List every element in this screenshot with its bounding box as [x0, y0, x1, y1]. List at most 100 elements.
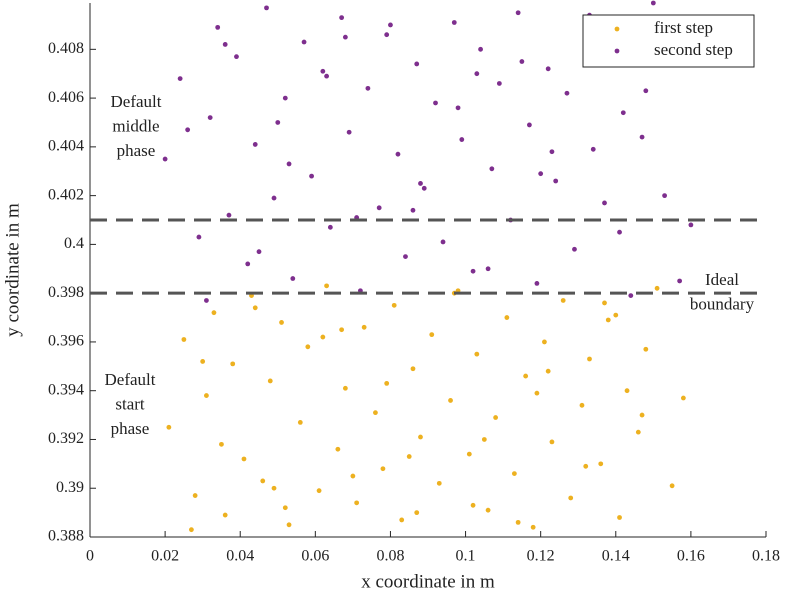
annotation: Default — [105, 370, 156, 389]
point — [324, 73, 329, 79]
point — [635, 429, 641, 435]
x-tick-label: 0.06 — [301, 548, 329, 565]
x-axis-label: x coordinate in m — [361, 571, 495, 592]
point — [455, 105, 461, 111]
point — [504, 315, 510, 320]
point — [403, 254, 408, 259]
point — [568, 495, 574, 501]
point — [587, 356, 592, 362]
point — [234, 54, 239, 60]
point — [650, 0, 656, 6]
point — [301, 39, 307, 45]
point — [399, 517, 405, 523]
point — [267, 378, 273, 384]
point — [365, 85, 371, 91]
point — [305, 344, 311, 350]
point — [474, 351, 480, 357]
point — [643, 88, 649, 94]
annotation: middle — [112, 116, 159, 135]
point — [324, 283, 329, 289]
point — [421, 185, 427, 191]
x-tick-label: 0.1 — [456, 548, 476, 565]
point — [376, 205, 382, 211]
point — [418, 181, 423, 186]
point — [583, 463, 589, 469]
y-tick-label: 0.394 — [48, 381, 84, 398]
legend-label: first step — [654, 18, 713, 37]
point — [662, 193, 667, 199]
point — [639, 134, 645, 140]
point — [271, 485, 277, 491]
point — [252, 142, 258, 147]
x-tick-label: 0.04 — [226, 548, 254, 565]
point — [339, 15, 345, 21]
point — [523, 373, 529, 379]
point — [339, 327, 345, 333]
point — [384, 380, 390, 386]
point — [530, 524, 536, 530]
point — [680, 395, 686, 401]
point — [384, 32, 390, 38]
point — [489, 166, 495, 172]
point — [222, 512, 228, 518]
point — [485, 507, 491, 513]
point — [624, 388, 630, 394]
point — [628, 293, 634, 299]
point — [598, 461, 604, 467]
point — [414, 61, 420, 67]
point — [342, 34, 348, 40]
point — [264, 5, 269, 11]
point — [527, 122, 532, 128]
point — [677, 278, 683, 284]
point — [414, 510, 420, 516]
annotation: boundary — [690, 294, 755, 313]
point — [560, 298, 566, 303]
x-tick-label: 0.16 — [677, 548, 705, 565]
point — [373, 410, 378, 416]
legend-marker — [614, 26, 620, 32]
point — [192, 493, 198, 498]
point — [579, 402, 585, 408]
point — [481, 437, 487, 442]
point — [222, 42, 228, 47]
point — [515, 519, 521, 525]
y-tick-label: 0.388 — [48, 528, 84, 545]
point — [515, 10, 521, 16]
point — [286, 522, 292, 528]
point — [279, 320, 284, 325]
point — [204, 298, 209, 303]
point — [207, 115, 213, 121]
point — [177, 76, 183, 81]
y-tick-label: 0.392 — [48, 430, 84, 447]
point — [245, 261, 251, 267]
point — [211, 310, 217, 316]
point — [429, 332, 435, 338]
legend-box — [582, 14, 755, 68]
point — [534, 281, 540, 286]
point — [639, 412, 645, 418]
annotation: phase — [117, 141, 156, 160]
point — [470, 502, 476, 508]
point — [410, 207, 416, 213]
point — [342, 385, 348, 391]
point — [688, 222, 694, 228]
point — [226, 212, 232, 218]
point — [448, 398, 453, 403]
point — [545, 368, 551, 374]
point — [406, 454, 412, 459]
point — [354, 500, 360, 506]
point — [350, 473, 356, 479]
point — [549, 439, 555, 445]
point — [241, 456, 247, 462]
point — [361, 324, 367, 330]
point — [252, 305, 258, 311]
point — [196, 234, 202, 240]
x-tick-label: 0.12 — [527, 548, 555, 565]
legend-marker — [614, 48, 620, 54]
point — [654, 285, 660, 291]
point — [474, 71, 480, 77]
point — [290, 276, 296, 281]
legend-label: second step — [654, 40, 733, 59]
point — [335, 446, 341, 452]
